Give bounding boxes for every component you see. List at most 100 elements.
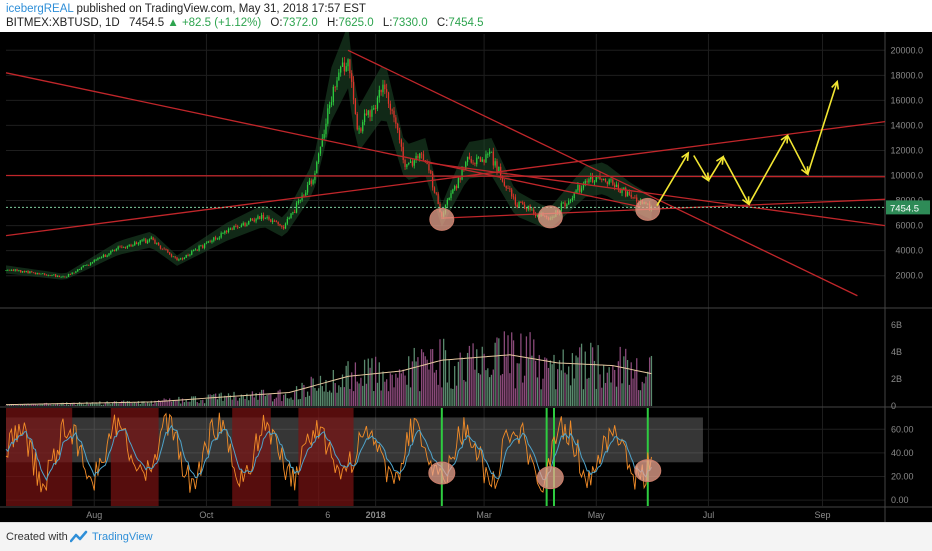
candle-body	[119, 247, 120, 248]
volume-tick-label: 6B	[891, 320, 902, 330]
candle-body	[279, 224, 280, 226]
candle-body	[563, 203, 564, 204]
volume-bar	[53, 404, 54, 406]
candle-body	[20, 270, 21, 272]
candle-body	[57, 276, 58, 277]
volume-bar	[221, 393, 222, 406]
volume-bar	[592, 347, 593, 406]
candle-body	[340, 67, 341, 73]
volume-bar	[469, 346, 470, 406]
candle-body	[403, 147, 404, 160]
candle-body	[603, 179, 604, 180]
volume-bar	[145, 403, 146, 406]
candle-body	[265, 218, 266, 219]
created-with-text: Created with	[6, 531, 68, 543]
volume-bar	[647, 372, 648, 406]
volume-bar	[548, 368, 549, 406]
volume-bar	[614, 370, 615, 406]
candle-body	[491, 152, 492, 153]
price-chart[interactable]: 20000.018000.016000.014000.012000.010000…	[0, 32, 932, 522]
volume-bar	[610, 382, 611, 406]
price-tick-label: 18000.0	[890, 70, 923, 80]
volume-bar	[127, 401, 128, 406]
close-value: 7454.5	[448, 17, 483, 29]
volume-bar	[232, 400, 233, 406]
candle-body	[607, 181, 608, 184]
candle-body	[495, 161, 496, 165]
candle-body	[467, 157, 468, 162]
volume-bar	[169, 398, 170, 406]
candle-body	[586, 181, 587, 183]
candle-body	[272, 221, 273, 222]
volume-bar	[116, 401, 117, 406]
candle-body	[614, 185, 615, 187]
candle-body	[18, 270, 19, 271]
candle-body	[621, 190, 622, 193]
candle-body	[125, 247, 126, 248]
candle-body	[570, 200, 571, 201]
candle-body	[92, 262, 93, 263]
time-tick-label: Sep	[814, 510, 830, 520]
candle-body	[483, 159, 484, 162]
candle-body	[311, 181, 312, 184]
volume-bar	[296, 386, 297, 406]
candle-body	[274, 221, 275, 222]
volume-bar	[434, 373, 435, 406]
author-link[interactable]: icebergREAL	[6, 3, 73, 15]
candle-body	[29, 272, 30, 274]
volume-bar	[81, 404, 82, 406]
candle	[173, 256, 174, 257]
candle-body	[393, 111, 394, 118]
candle-body	[105, 255, 106, 257]
candle-body	[217, 239, 218, 240]
volume-bar	[340, 387, 341, 406]
open-label: O:	[270, 17, 282, 29]
volume-bar	[596, 389, 597, 406]
volume-bar	[597, 345, 598, 406]
candle-body	[456, 186, 457, 188]
volume-bar	[173, 401, 174, 406]
candle-body	[314, 173, 315, 180]
candle-body	[362, 122, 363, 131]
volume-bar	[99, 401, 100, 406]
volume-bar	[452, 389, 453, 406]
volume-bar	[438, 385, 439, 406]
volume-bar	[248, 400, 249, 406]
candle-body	[307, 185, 308, 193]
candle-body	[112, 250, 113, 251]
tradingview-brand-link[interactable]: TradingView	[92, 531, 153, 543]
candle-body	[261, 215, 262, 219]
candle	[59, 276, 60, 278]
volume-bar	[487, 368, 488, 406]
candle-body	[487, 154, 488, 155]
candle	[438, 192, 439, 204]
price-change: +82.5 (+1.12%)	[182, 17, 261, 29]
candle-body	[180, 259, 181, 260]
volume-bar	[472, 343, 473, 406]
candle-body	[430, 171, 431, 174]
oscillator-highlight	[429, 462, 455, 484]
volume-bar	[386, 379, 387, 406]
candle-body	[77, 269, 78, 271]
candle-body	[588, 179, 589, 182]
candle-body	[620, 190, 621, 193]
candle-body	[134, 242, 135, 245]
volume-bar	[270, 394, 271, 406]
candle-body	[392, 110, 393, 111]
volume-bar	[368, 359, 369, 406]
candle-body	[419, 154, 420, 159]
time-tick-label: Oct	[199, 510, 214, 520]
candle	[290, 213, 291, 219]
candle-body	[294, 212, 295, 213]
volume-bar	[544, 357, 545, 406]
candle-body	[412, 161, 413, 165]
candle-body	[447, 200, 448, 205]
time-tick-label: Aug	[86, 510, 102, 520]
price-tick-label: 2000.0	[895, 271, 923, 281]
candle-body	[474, 163, 475, 164]
candle-body	[160, 245, 161, 248]
candle-body	[259, 216, 260, 219]
candle-body	[631, 195, 632, 198]
volume-bar	[395, 374, 396, 406]
candle-body	[292, 212, 293, 213]
